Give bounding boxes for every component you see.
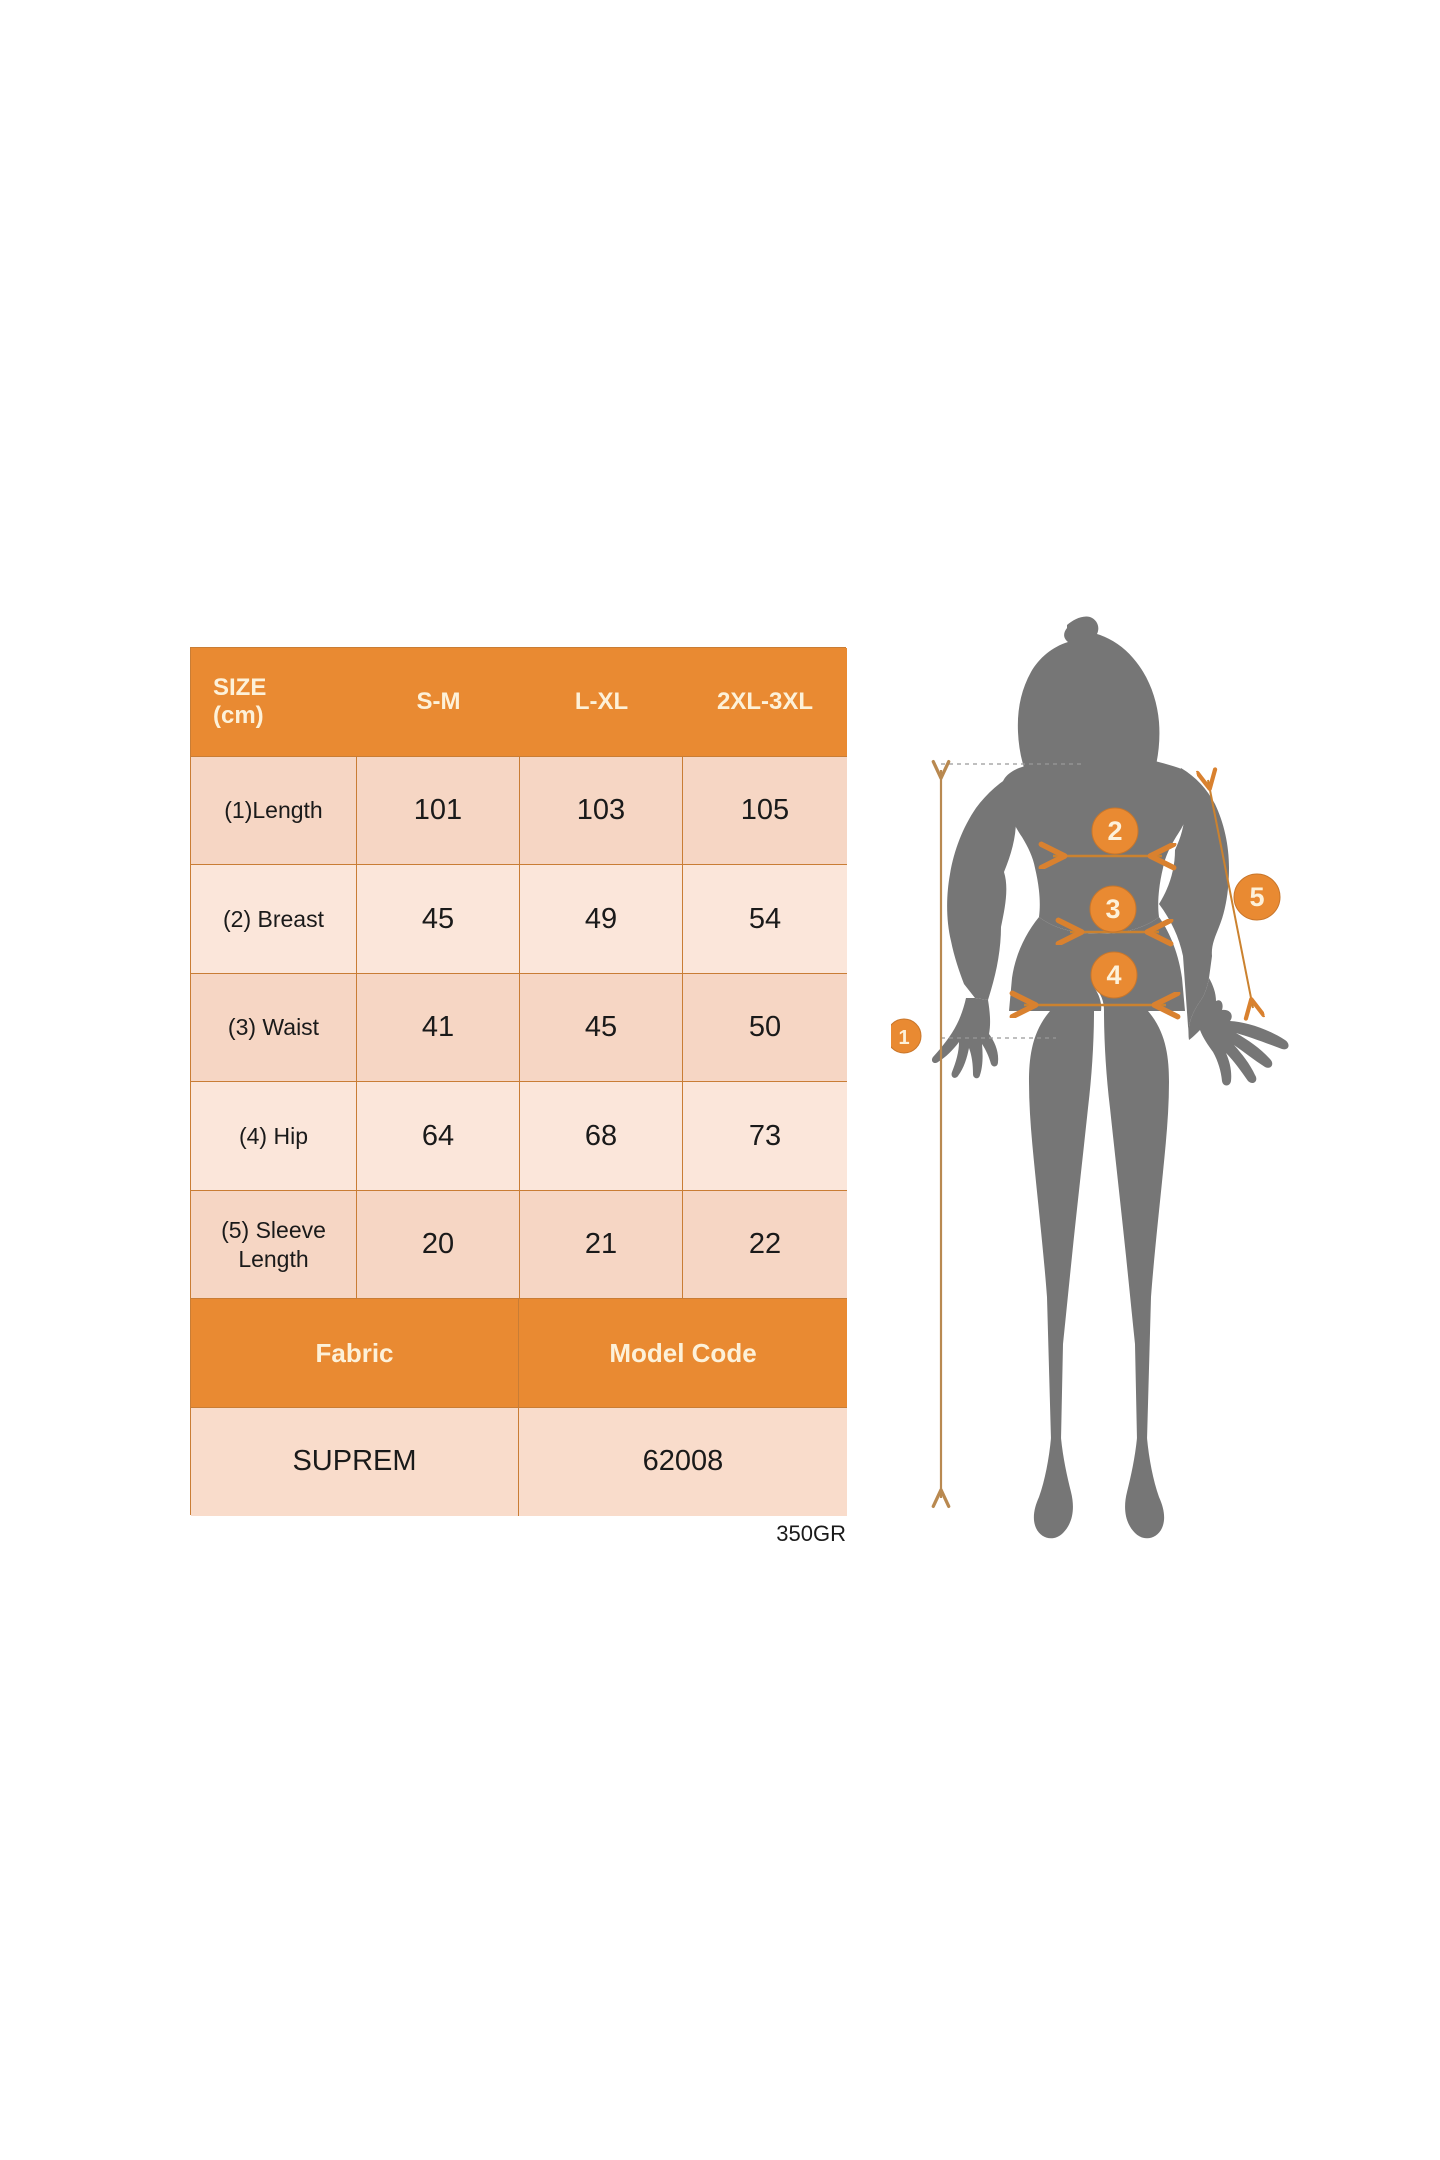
- svg-text:5: 5: [1249, 882, 1264, 912]
- svg-text:4: 4: [1106, 960, 1121, 990]
- svg-text:1: 1: [898, 1027, 909, 1049]
- svg-text:2: 2: [1107, 816, 1122, 846]
- svg-text:3: 3: [1105, 894, 1120, 924]
